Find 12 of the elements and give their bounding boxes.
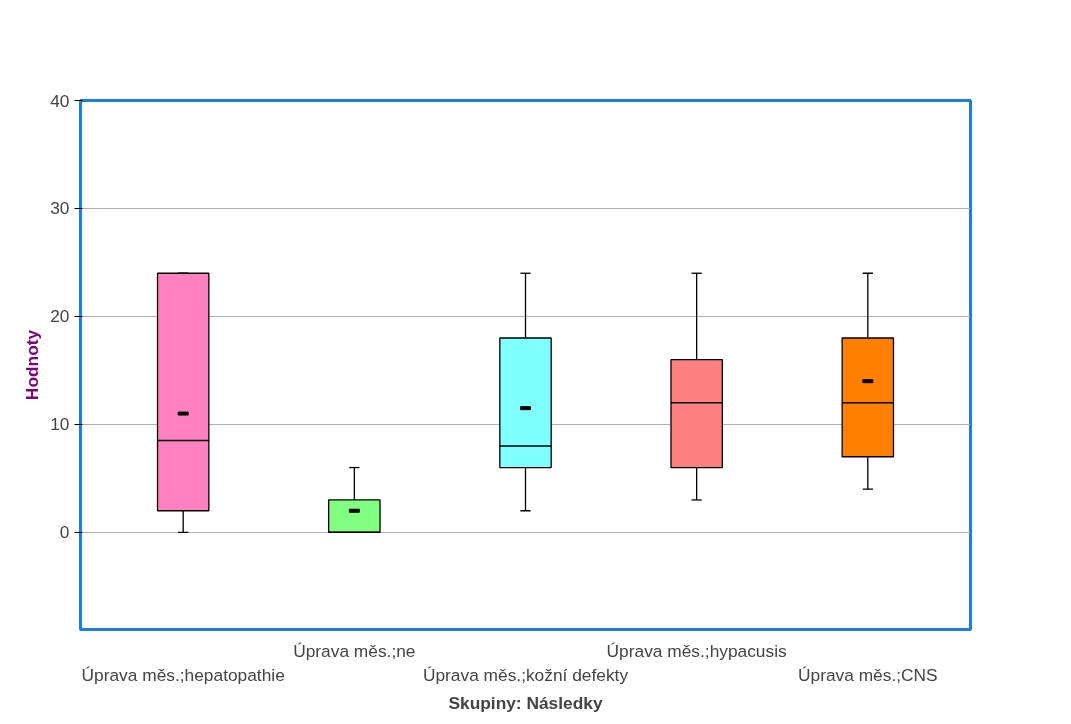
x-tick-label: Úprava měs.;kožní defekty xyxy=(422,664,629,685)
y-tick-label: 20 xyxy=(50,306,70,327)
y-tick-label: 30 xyxy=(50,198,70,219)
y-tick-label: 0 xyxy=(59,522,70,543)
x-tick-label: Úprava měs.;hypacusis xyxy=(606,640,788,661)
y-axis-title: Hodnoty xyxy=(22,329,43,401)
y-tick-label: 10 xyxy=(50,414,70,435)
x-tick-label: Úprava měs.;hepatopathie xyxy=(81,664,285,685)
x-axis-title: Skupiny: Následky xyxy=(448,692,603,713)
x-tick-label: Úprava měs.;ne xyxy=(293,640,416,661)
x-tick-label: Úprava měs.;CNS xyxy=(798,664,938,685)
y-tick-label: 40 xyxy=(50,90,70,111)
